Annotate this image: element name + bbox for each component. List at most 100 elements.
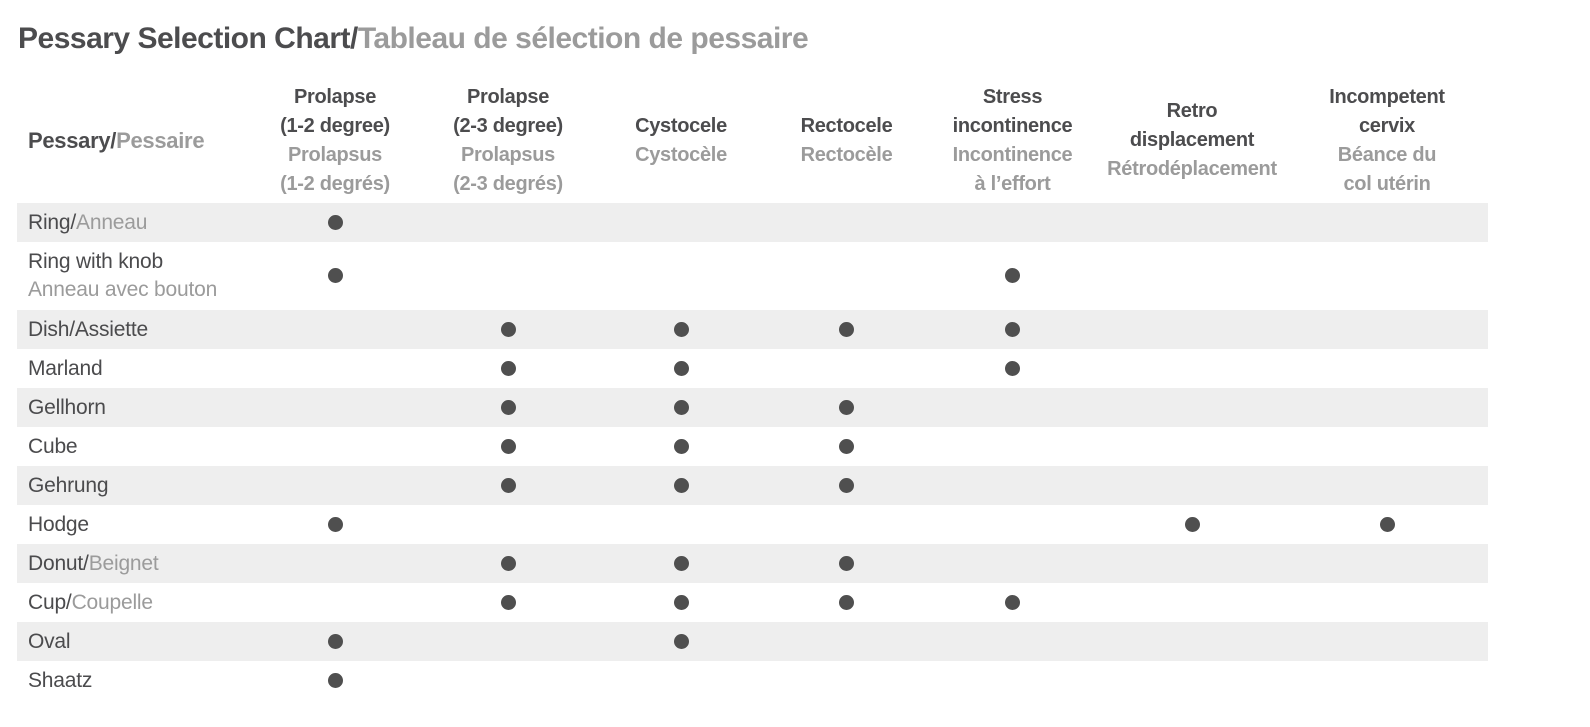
indication-dot <box>673 360 689 376</box>
empty-cell <box>927 466 1098 505</box>
table-row: Gellhorn <box>17 388 1488 427</box>
column-header-rectocele: Rectocele Rectocèle <box>766 78 927 203</box>
indication-dot <box>839 321 854 337</box>
indication-cell <box>1098 505 1286 544</box>
empty-cell <box>927 544 1098 583</box>
empty-cell <box>927 203 1098 242</box>
indication-cell <box>596 622 766 661</box>
indication-cell <box>420 349 596 388</box>
header-french: Rétrodéplacement <box>1107 158 1277 180</box>
indication-cell <box>766 388 927 427</box>
empty-cell <box>1098 349 1286 388</box>
indication-dot <box>839 399 854 415</box>
pessary-name-french: Anneau avec bouton <box>28 278 218 301</box>
empty-cell <box>1098 388 1286 427</box>
empty-cell <box>596 505 766 544</box>
indication-cell <box>420 466 596 505</box>
empty-cell <box>1098 242 1286 310</box>
empty-cell <box>766 661 927 700</box>
pessary-name-english: Donut/ <box>28 551 89 575</box>
pessary-name-cell: Cup/Coupelle <box>17 583 250 622</box>
indication-dot <box>673 477 689 493</box>
table-row: Oval <box>17 622 1488 661</box>
page-title-french: Tableau de sélection de pessaire <box>357 22 809 55</box>
empty-cell <box>1286 349 1488 388</box>
indication-cell <box>766 544 927 583</box>
pessary-name-english: Ring/ <box>28 210 77 234</box>
pessary-name-english: Marland <box>28 356 103 380</box>
table-row: Donut/Beignet <box>17 544 1488 583</box>
column-header-prolapse-1-2: Prolapse (1-2 degree) Prolapsus (1-2 deg… <box>250 78 420 203</box>
empty-cell <box>1286 388 1488 427</box>
table-row: Shaatz <box>17 661 1488 700</box>
pessary-name-english: Gellhorn <box>28 395 106 419</box>
empty-cell <box>766 349 927 388</box>
pessary-name-english: Ring with knob <box>28 250 163 273</box>
empty-cell <box>1098 583 1286 622</box>
column-header-pessary: Pessary/Pessaire <box>17 78 250 203</box>
pessary-header-english: Pessary/ <box>28 127 117 153</box>
indication-dot <box>673 633 689 649</box>
pessary-name-cell: Hodge <box>17 505 250 544</box>
header-english: Prolapse (2-3 degree) <box>453 85 563 137</box>
indication-dot <box>1005 268 1020 284</box>
empty-cell <box>1286 427 1488 466</box>
pessary-name-cell: Marland <box>17 349 250 388</box>
indication-cell <box>250 505 420 544</box>
indication-cell <box>250 242 420 310</box>
indication-cell <box>766 427 927 466</box>
table-row: Ring/Anneau <box>17 203 1488 242</box>
column-header-prolapse-2-3: Prolapse (2-3 degree) Prolapsus (2-3 deg… <box>420 78 596 203</box>
empty-cell <box>1286 661 1488 700</box>
column-header-cystocele: Cystocele Cystocèle <box>596 78 766 203</box>
empty-cell <box>1286 466 1488 505</box>
indication-dot <box>1379 516 1395 532</box>
indication-cell <box>596 427 766 466</box>
indication-cell <box>420 427 596 466</box>
empty-cell <box>420 203 596 242</box>
indication-cell <box>250 622 420 661</box>
empty-cell <box>927 505 1098 544</box>
table-row: Marland <box>17 349 1488 388</box>
pessary-header-french: Pessaire <box>116 127 205 153</box>
empty-cell <box>596 242 766 310</box>
pessary-name-cell: Dish/Assiette <box>17 310 250 349</box>
pessary-name-english: Dish/Assiette <box>28 317 148 341</box>
indication-cell <box>250 203 420 242</box>
indication-dot <box>1005 360 1020 376</box>
header-french: Incontinence à l’effort <box>952 143 1073 195</box>
indication-cell <box>420 544 596 583</box>
indication-dot <box>839 555 854 571</box>
empty-cell <box>250 310 420 349</box>
indication-dot <box>327 633 343 649</box>
pessary-name-french: Anneau <box>76 210 148 234</box>
indication-dot <box>673 594 689 610</box>
table-row: Cube <box>17 427 1488 466</box>
empty-cell <box>927 622 1098 661</box>
header-english: Incompetent cervix <box>1329 85 1445 137</box>
indication-cell <box>250 661 420 700</box>
indication-dot <box>327 214 343 230</box>
indication-dot <box>500 360 516 376</box>
indication-cell <box>596 583 766 622</box>
empty-cell <box>1286 583 1488 622</box>
table-row: Dish/Assiette <box>17 310 1488 349</box>
pessary-name-english: Oval <box>28 629 71 653</box>
pessary-name-english: Gehrung <box>28 473 109 497</box>
indication-cell <box>420 310 596 349</box>
empty-cell <box>1098 661 1286 700</box>
column-header-stress-incontinence: Stress incontinence Incontinence à l’eff… <box>927 78 1098 203</box>
empty-cell <box>250 427 420 466</box>
header-french: Rectocèle <box>800 143 893 166</box>
empty-cell <box>250 544 420 583</box>
indication-cell <box>596 310 766 349</box>
empty-cell <box>766 622 927 661</box>
indication-dot <box>500 321 516 337</box>
empty-cell <box>766 242 927 310</box>
indication-cell <box>420 583 596 622</box>
table-row: Ring with knob Anneau avec bouton <box>17 242 1488 310</box>
empty-cell <box>250 388 420 427</box>
empty-cell <box>1098 203 1286 242</box>
empty-cell <box>1098 310 1286 349</box>
